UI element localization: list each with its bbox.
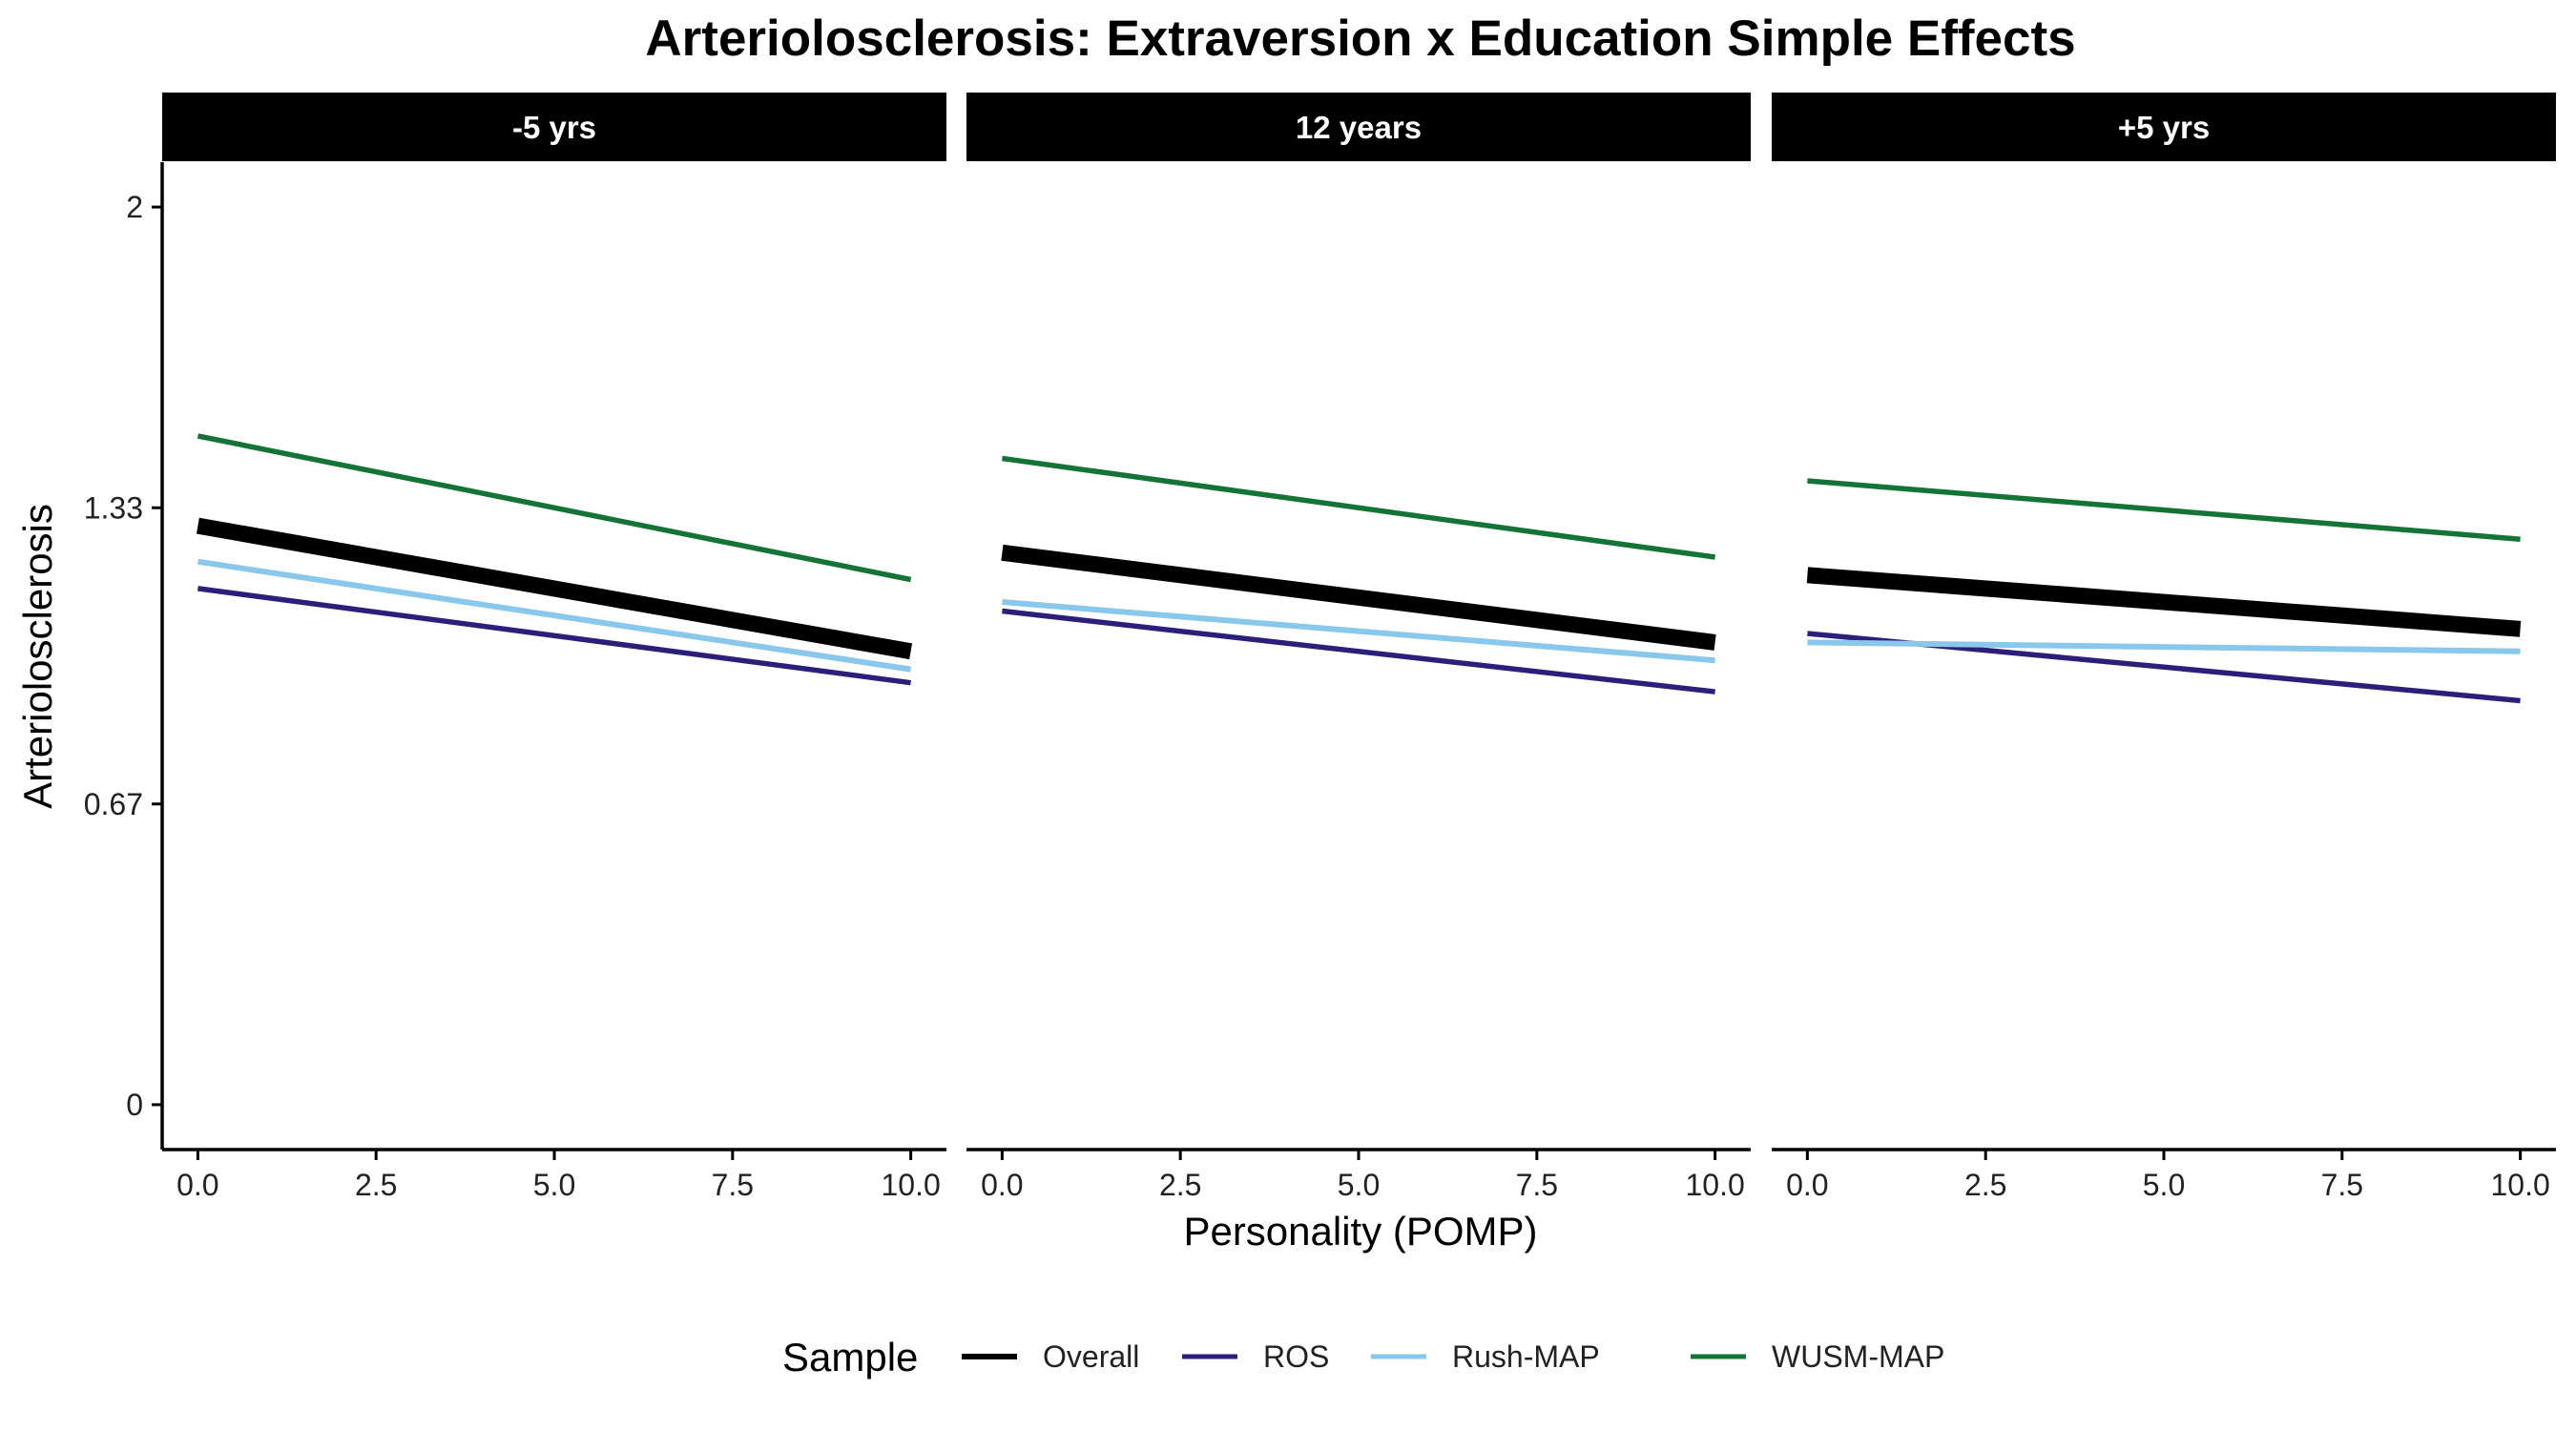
legend-item-overall: Overall — [962, 1339, 1139, 1374]
legend-item-rush-map: Rush-MAP — [1371, 1339, 1600, 1374]
series-line-overall — [1001, 544, 1716, 651]
x-tick-label: 5.0 — [1338, 1168, 1380, 1202]
legend-title: Sample — [782, 1335, 918, 1379]
y-axis-label: Arteriolosclerosis — [15, 504, 60, 809]
x-tick-label: 2.5 — [355, 1168, 397, 1202]
facet-strip-label: 12 years — [1296, 110, 1422, 145]
facet-strip-label: +5 yrs — [2118, 110, 2210, 145]
series-line-ros — [1002, 608, 1715, 695]
facet-strip — [162, 93, 946, 161]
y-tick-label: 1.33 — [84, 490, 143, 525]
x-tick-label: 2.5 — [1964, 1168, 2006, 1202]
series-line-overall — [1806, 567, 2522, 637]
series-line-rush-map — [1002, 599, 1715, 664]
x-tick-label: 7.5 — [1516, 1168, 1558, 1202]
series-line-wusm-map — [197, 433, 912, 583]
facet-strip-label: -5 yrs — [512, 110, 596, 145]
panel-1: -5 yrs 0.0 2.5 5.0 7.5 10.0 — [162, 93, 946, 1202]
x-tick-label: 0.0 — [177, 1168, 218, 1202]
x-tick-label: 0.0 — [1786, 1168, 1828, 1202]
x-tick-label: 7.5 — [2321, 1168, 2363, 1202]
series-line-wusm-map — [1807, 478, 2521, 542]
chart-title: Arteriolosclerosis: Extraversion x Educa… — [645, 10, 2075, 67]
y-tick-label: 0 — [126, 1088, 143, 1122]
x-tick-label: 10.0 — [2490, 1168, 2549, 1202]
legend-label: Overall — [1043, 1339, 1139, 1374]
legend-item-wusm-map: WUSM-MAP — [1691, 1339, 1944, 1374]
x-axis-label: Personality (POMP) — [1183, 1209, 1537, 1254]
y-tick-label: 0.67 — [84, 787, 143, 821]
x-tick-label: 5.0 — [533, 1168, 575, 1202]
facet-strip — [966, 93, 1751, 161]
x-tick-label: 10.0 — [881, 1168, 940, 1202]
x-tick-label: 2.5 — [1159, 1168, 1201, 1202]
legend-label: Rush-MAP — [1452, 1339, 1600, 1374]
series-line-wusm-map — [1002, 455, 1715, 560]
series-line-ros — [197, 586, 911, 686]
x-tick-label: 0.0 — [981, 1168, 1023, 1202]
series-line-overall — [196, 517, 913, 660]
panels: -5 yrs 0.0 2.5 5.0 7.5 10.0 12 years 0.0 2.5 5.0 7… — [162, 93, 2556, 1202]
legend-item-ros: ROS — [1182, 1339, 1329, 1374]
panel-3: +5 yrs 0.0 2.5 5.0 7.5 10.0 — [1772, 93, 2556, 1202]
series-line-rush-map — [197, 558, 912, 673]
legend-label: ROS — [1263, 1339, 1329, 1374]
x-tick-label: 10.0 — [1685, 1168, 1744, 1202]
panel-2: 12 years 0.0 2.5 5.0 7.5 10.0 — [966, 93, 1751, 1202]
y-axis: 0 0.67 1.33 2 — [84, 162, 164, 1150]
facet-strip — [1772, 93, 2556, 161]
legend: Sample Overall ROS Rush-MAP WUSM-MAP — [782, 1335, 1944, 1379]
y-tick-label: 2 — [126, 190, 143, 224]
legend-label: WUSM-MAP — [1772, 1339, 1944, 1374]
x-tick-label: 5.0 — [2143, 1168, 2185, 1202]
x-tick-label: 7.5 — [712, 1168, 754, 1202]
series-line-rush-map — [1807, 639, 2521, 654]
